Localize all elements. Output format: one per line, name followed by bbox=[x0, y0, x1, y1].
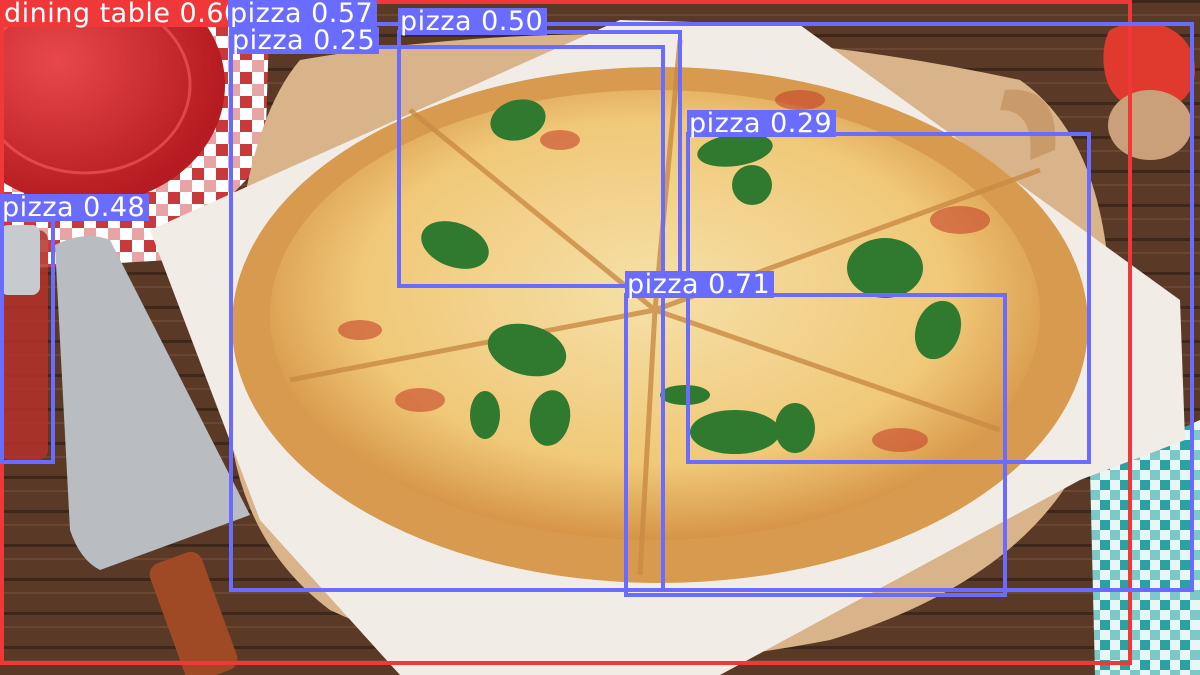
red-plate-rim bbox=[0, 0, 192, 175]
basil-leaves bbox=[421, 99, 962, 454]
bbox-pizza-071 bbox=[624, 293, 1007, 597]
teal-checkered-napkin bbox=[1090, 420, 1200, 675]
label-pizza-050: pizza 0.50 bbox=[398, 8, 548, 35]
pizza-server bbox=[55, 236, 250, 570]
label-pizza-025: pizza 0.25 bbox=[230, 27, 380, 54]
red-plate bbox=[0, 0, 225, 205]
bbox-pizza-048 bbox=[0, 218, 55, 464]
spice-jar-lid bbox=[0, 225, 40, 295]
tomato-spots bbox=[338, 90, 990, 452]
bbox-pizza-029 bbox=[686, 132, 1091, 464]
label-pizza-048: pizza 0.48 bbox=[0, 194, 150, 221]
label-pizza-057: pizza 0.57 bbox=[228, 0, 378, 27]
bbox-pizza-025 bbox=[229, 45, 665, 592]
label-dining-table: dining table 0.60 bbox=[2, 0, 246, 27]
label-pizza-029: pizza 0.29 bbox=[687, 110, 837, 137]
board-handle bbox=[1000, 89, 1056, 160]
pizza-server-handle bbox=[149, 551, 238, 675]
label-pizza-071: pizza 0.71 bbox=[625, 271, 775, 298]
slice-cuts bbox=[289, 39, 1041, 576]
flowers bbox=[1103, 22, 1195, 111]
